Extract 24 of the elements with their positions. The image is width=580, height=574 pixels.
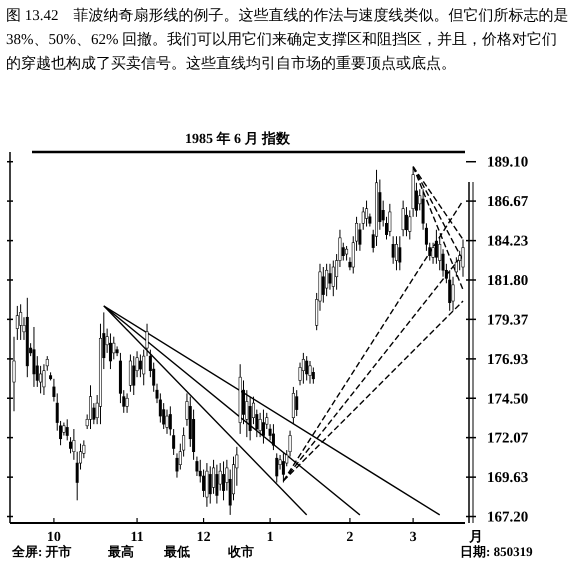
y-tick-label: 169.63 (487, 470, 528, 486)
y-tick-label: 186.67 (487, 194, 529, 210)
y-tick-label: 184.23 (487, 234, 528, 250)
x-tick-label: 10 (46, 530, 61, 545)
x-tick-label: 3 (410, 530, 417, 545)
x-tick-label: 2 (346, 530, 354, 545)
x-tick-label: 11 (130, 530, 144, 545)
x-tick-label: 12 (196, 530, 211, 545)
text: 全屏: 开市 (11, 544, 72, 559)
x-axis-title: 月 (468, 530, 483, 545)
chart-title: 图 13.42 菲波纳奇扇形线的例子。这些直线的作法与速度线类似。但它们所标志的是 38%、50%、62% 回撤。我们可以用它们来确定支撑区和阻挡区，并且，价格对它们的穿越也构成了买卖信号。这些直线均引自市场的重要顶点或底点。 (6, 6, 570, 74)
text: 日期: 850319 (460, 544, 534, 559)
y-tick-label: 172.07 (487, 430, 529, 447)
chart-subtitle: 1985 年 6 月 指数 (185, 131, 291, 147)
text: 最高 (107, 544, 134, 559)
text: 最低 (163, 544, 190, 559)
y-tick-label: 176.93 (487, 352, 528, 368)
y-tick-label: 167.20 (487, 510, 528, 526)
x-tick-label: 1 (266, 530, 274, 545)
y-tick-label: 189.10 (487, 154, 528, 171)
y-tick-label: 179.37 (487, 312, 529, 328)
y-tick-label: 181.80 (487, 272, 528, 289)
text: 收市 (228, 544, 254, 559)
y-tick-label: 174.50 (487, 391, 528, 408)
